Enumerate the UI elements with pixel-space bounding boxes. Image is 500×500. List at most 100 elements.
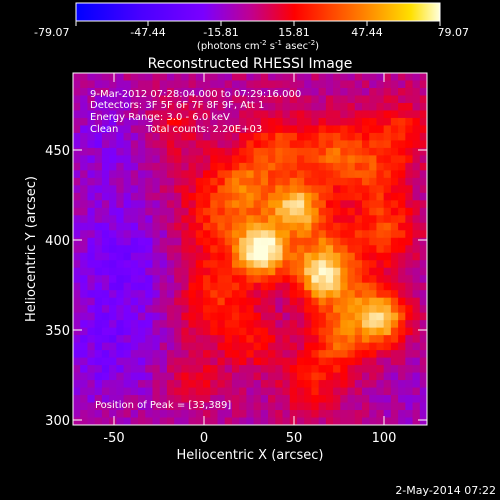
heatmap-cell — [318, 417, 327, 425]
heatmap-cell — [217, 125, 226, 134]
heatmap-cell — [123, 350, 132, 359]
heatmap-cell — [231, 192, 240, 201]
heatmap-cell — [239, 140, 247, 149]
heatmap-cell — [116, 162, 125, 171]
heatmap-cell — [383, 102, 392, 112]
heatmap-cell — [217, 87, 226, 97]
heatmap-cell — [354, 162, 363, 171]
heatmap-cell — [318, 222, 327, 231]
heatmap-cell — [318, 402, 327, 411]
heatmap-cell — [282, 162, 291, 171]
heatmap-cell — [181, 342, 190, 351]
heatmap-cell — [123, 207, 132, 216]
heatmap-cell — [116, 312, 125, 321]
heatmap-cell — [181, 320, 190, 329]
heatmap-cell — [275, 395, 284, 404]
heatmap-cell — [188, 320, 197, 329]
heatmap-cell — [361, 342, 370, 351]
heatmap-cell — [325, 417, 334, 425]
heatmap-cell — [419, 380, 427, 389]
heatmap-cell — [210, 200, 219, 209]
heatmap-cell — [419, 335, 427, 344]
heatmap-cell — [224, 95, 233, 104]
heatmap-cell — [145, 125, 154, 134]
heatmap-cell — [166, 320, 175, 329]
heatmap-cell — [383, 110, 392, 119]
heatmap-cell — [289, 312, 298, 321]
heatmap-cell — [159, 365, 168, 374]
heatmap-cell — [325, 155, 334, 164]
x-axis-ticks — [113, 73, 385, 425]
heatmap-cell — [210, 380, 219, 389]
heatmap-cell — [361, 335, 370, 344]
heatmap-cell — [325, 140, 334, 149]
heatmap-cell — [253, 117, 262, 127]
heatmap-cell — [282, 290, 291, 299]
heatmap-cell — [311, 177, 320, 186]
heatmap-cell — [398, 230, 406, 239]
heatmap-cell — [405, 222, 414, 231]
heatmap-cell — [224, 350, 233, 359]
heatmap-cell — [318, 245, 327, 254]
heatmap-cell — [275, 365, 284, 374]
heatmap-cell — [390, 117, 399, 127]
heatmap-cell — [412, 267, 421, 276]
heatmap-cell — [181, 237, 190, 246]
heatmap-cell — [246, 290, 255, 299]
heatmap-cell — [224, 305, 233, 314]
heatmap-cell — [246, 357, 255, 366]
heatmap-cell — [390, 102, 399, 112]
heatmap-cell — [268, 305, 276, 314]
heatmap-cell — [174, 222, 182, 231]
heatmap-cell — [87, 132, 96, 141]
heatmap-cell — [224, 365, 233, 374]
heatmap-cell — [405, 207, 414, 216]
heatmap-cell — [73, 95, 81, 104]
heatmap-cell — [275, 177, 284, 186]
heatmap-cell — [116, 207, 125, 216]
heatmap-cell — [138, 237, 146, 246]
heatmap-cell — [369, 200, 378, 209]
heatmap-cell — [159, 410, 168, 419]
heatmap-cell — [123, 222, 132, 231]
heatmap-cell — [282, 230, 291, 239]
heatmap-cell — [347, 290, 356, 299]
heatmap-cell — [195, 387, 204, 396]
heatmap-cell — [412, 410, 421, 419]
heatmap-cell — [87, 237, 96, 246]
heatmap-cell — [138, 170, 146, 179]
heatmap-cell — [369, 230, 378, 239]
heatmap-cell — [383, 185, 392, 194]
heatmap-cell — [239, 260, 247, 269]
heatmap-cell — [138, 402, 146, 411]
heatmap-cell — [224, 207, 233, 216]
heatmap-cell — [203, 125, 211, 134]
heatmap-cell — [282, 207, 291, 216]
heatmap-cell — [239, 230, 247, 239]
heatmap-cell — [188, 185, 197, 194]
heatmap-cell — [304, 297, 312, 306]
heatmap-cell — [398, 387, 406, 396]
heatmap-cell — [289, 395, 298, 404]
heatmap-cell — [376, 410, 385, 419]
heatmap-cell — [203, 312, 211, 321]
heatmap-cell — [73, 297, 81, 306]
heatmap-cell — [159, 73, 168, 82]
heatmap-cell — [296, 312, 305, 321]
heatmap-cell — [333, 305, 341, 314]
heatmap-cell — [333, 95, 341, 104]
heatmap-cell — [138, 275, 146, 284]
heatmap-cell — [188, 230, 197, 239]
heatmap-cell — [159, 372, 168, 381]
heatmap-cell — [210, 305, 219, 314]
heatmap-cell — [347, 215, 356, 224]
heatmap-cell — [304, 327, 312, 336]
heatmap-cell — [296, 132, 305, 141]
heatmap-cell — [268, 410, 276, 419]
heatmap-cell — [188, 215, 197, 224]
heatmap-cell — [73, 267, 81, 276]
heatmap-cell — [398, 342, 406, 351]
heatmap-cell — [260, 170, 269, 179]
heatmap-cell — [231, 117, 240, 127]
heatmap-cell — [195, 327, 204, 336]
